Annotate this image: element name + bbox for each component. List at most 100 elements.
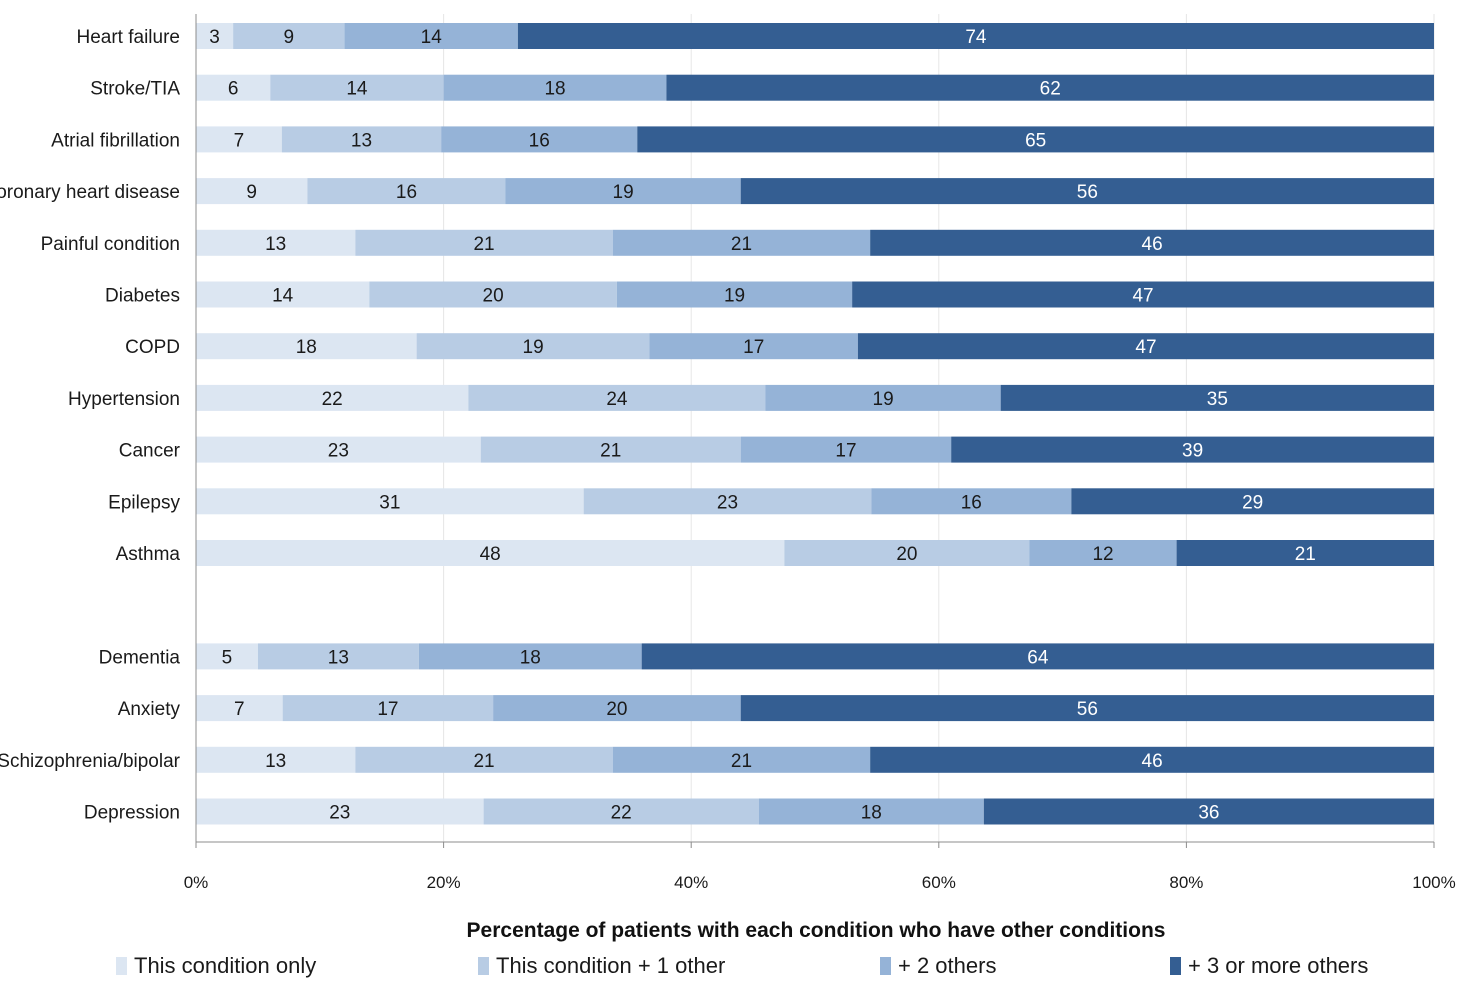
- data-label-cancer-this-condition-1-other: 21: [600, 441, 621, 462]
- bar-diabetes-this-condition-only: [196, 281, 370, 308]
- x-tick-label-40: 40%: [674, 873, 708, 892]
- bar-coronary-heart-disease-this-condition-only: [196, 178, 308, 205]
- bar-asthma-this-condition-1-other: [784, 540, 1030, 566]
- bar-copd-this-condition-1-other: [416, 333, 650, 360]
- bar-epilepsy-3-or-more-others: [1071, 488, 1434, 515]
- category-label-asthma: Asthma: [116, 544, 181, 565]
- bar-stroke-tia-this-condition-1-other: [270, 74, 444, 101]
- legend-swatch-2-others: [880, 957, 891, 975]
- legend-label-2-others: + 2 others: [898, 953, 996, 978]
- bar-painful-condition-3-or-more-others: [870, 229, 1434, 256]
- data-label-heart-failure-3-or-more-others: 74: [965, 27, 987, 48]
- data-label-atrial-fibrillation-3-or-more-others: 65: [1025, 130, 1046, 151]
- data-label-painful-condition-this-condition-1-other: 21: [473, 234, 494, 255]
- x-tick-label-60: 60%: [922, 873, 956, 892]
- bar-schizophrenia-bipolar-3-or-more-others: [870, 746, 1434, 773]
- data-label-schizophrenia-bipolar-3-or-more-others: 46: [1142, 751, 1163, 772]
- data-label-painful-condition-2-others: 21: [731, 234, 752, 255]
- data-label-asthma-this-condition-only: 48: [480, 544, 501, 565]
- data-label-depression-this-condition-1-other: 22: [611, 803, 632, 824]
- bar-cancer-this-condition-1-other: [480, 436, 741, 463]
- data-label-asthma-2-others: 12: [1092, 544, 1113, 565]
- category-label-heart-failure: Heart failure: [77, 27, 181, 48]
- category-label-copd: COPD: [125, 337, 180, 358]
- legend-swatch-this-condition-only: [116, 957, 127, 975]
- legend-label-this-condition-only: This condition only: [134, 953, 316, 978]
- x-tick-label-20: 20%: [427, 873, 461, 892]
- x-axis: 0% 20% 40% 60% 80% 100%: [184, 14, 1456, 892]
- data-label-stroke-tia-this-condition-only: 6: [228, 79, 239, 100]
- data-label-stroke-tia-2-others: 18: [544, 79, 565, 100]
- data-label-asthma-this-condition-1-other: 20: [896, 544, 917, 565]
- data-label-stroke-tia-3-or-more-others: 62: [1040, 79, 1061, 100]
- x-axis-title: Percentage of patients with each conditi…: [467, 919, 1166, 942]
- bar-atrial-fibrillation-2-others: [441, 126, 638, 153]
- bar-schizophrenia-bipolar-this-condition-only: [196, 746, 356, 773]
- legend: This condition only This condition + 1 ot…: [116, 953, 1368, 978]
- data-label-hypertension-this-condition-1-other: 24: [606, 389, 628, 410]
- data-label-copd-2-others: 17: [743, 337, 764, 358]
- x-tick-label-80: 80%: [1169, 873, 1203, 892]
- data-label-depression-3-or-more-others: 36: [1198, 803, 1219, 824]
- bar-diabetes-2-others: [616, 281, 853, 308]
- legend-label-3-or-more-others: + 3 or more others: [1188, 953, 1368, 978]
- x-tick-label-100: 100%: [1412, 873, 1455, 892]
- category-label-epilepsy: Epilepsy: [108, 492, 180, 513]
- data-label-diabetes-2-others: 19: [724, 286, 745, 307]
- legend-swatch-this-condition-1-other: [478, 957, 489, 975]
- bar-dementia-this-condition-only: [196, 643, 258, 670]
- bar-coronary-heart-disease-3-or-more-others: [740, 178, 1434, 205]
- legend-swatch-3-or-more-others: [1170, 957, 1181, 975]
- data-label-schizophrenia-bipolar-this-condition-only: 13: [265, 751, 286, 772]
- bar-dementia-2-others: [418, 643, 642, 670]
- bar-asthma-3-or-more-others: [1176, 540, 1434, 566]
- bar-depression-this-condition-only: [196, 798, 484, 825]
- bar-heart-failure-this-condition-only: [196, 23, 234, 49]
- bar-diabetes-3-or-more-others: [852, 281, 1434, 308]
- data-label-schizophrenia-bipolar-this-condition-1-other: 21: [473, 751, 494, 772]
- data-label-epilepsy-3-or-more-others: 29: [1242, 492, 1263, 513]
- data-label-hypertension-this-condition-only: 22: [322, 389, 343, 410]
- bar-heart-failure-2-others: [344, 23, 518, 49]
- bar-hypertension-this-condition-only: [196, 384, 469, 411]
- data-label-copd-3-or-more-others: 47: [1135, 337, 1156, 358]
- data-label-dementia-this-condition-1-other: 13: [328, 647, 349, 668]
- bar-coronary-heart-disease-2-others: [505, 178, 741, 205]
- data-label-cancer-3-or-more-others: 39: [1182, 441, 1203, 462]
- bar-epilepsy-this-condition-1-other: [583, 488, 872, 515]
- bar-hypertension-this-condition-1-other: [468, 384, 766, 411]
- data-label-depression-this-condition-only: 23: [329, 803, 350, 824]
- data-label-coronary-heart-disease-this-condition-1-other: 16: [396, 182, 417, 203]
- data-label-copd-this-condition-only: 18: [296, 337, 317, 358]
- data-label-hypertension-3-or-more-others: 35: [1207, 389, 1228, 410]
- bar-dementia-3-or-more-others: [641, 643, 1434, 670]
- data-label-heart-failure-2-others: 14: [421, 27, 443, 48]
- bar-coronary-heart-disease-this-condition-1-other: [307, 178, 506, 205]
- category-label-atrial-fibrillation: Atrial fibrillation: [51, 130, 180, 151]
- bar-painful-condition-this-condition-only: [196, 229, 356, 256]
- bar-depression-this-condition-1-other: [483, 798, 759, 825]
- data-label-coronary-heart-disease-this-condition-only: 9: [246, 182, 257, 203]
- data-label-painful-condition-3-or-more-others: 46: [1142, 234, 1163, 255]
- data-label-anxiety-2-others: 20: [606, 699, 627, 720]
- x-tick-label-0: 0%: [184, 873, 209, 892]
- data-label-coronary-heart-disease-3-or-more-others: 56: [1077, 182, 1098, 203]
- bar-anxiety-2-others: [493, 695, 741, 722]
- bar-heart-failure-this-condition-1-other: [233, 23, 345, 49]
- category-label-schizophrenia-bipolar: Schizophrenia/bipolar: [0, 751, 181, 772]
- data-label-atrial-fibrillation-this-condition-only: 7: [234, 130, 245, 151]
- data-label-epilepsy-2-others: 16: [961, 492, 982, 513]
- data-label-epilepsy-this-condition-1-other: 23: [717, 492, 738, 513]
- bar-copd-2-others: [649, 333, 858, 360]
- bar-painful-condition-2-others: [612, 229, 871, 256]
- category-label-dementia: Dementia: [99, 647, 181, 668]
- bar-epilepsy-this-condition-only: [196, 488, 584, 515]
- bar-depression-2-others: [758, 798, 984, 825]
- bar-painful-condition-this-condition-1-other: [355, 229, 613, 256]
- data-label-dementia-this-condition-only: 5: [222, 647, 233, 668]
- legend-label-this-condition-1-other: This condition + 1 other: [496, 953, 725, 978]
- data-label-diabetes-this-condition-only: 14: [272, 286, 294, 307]
